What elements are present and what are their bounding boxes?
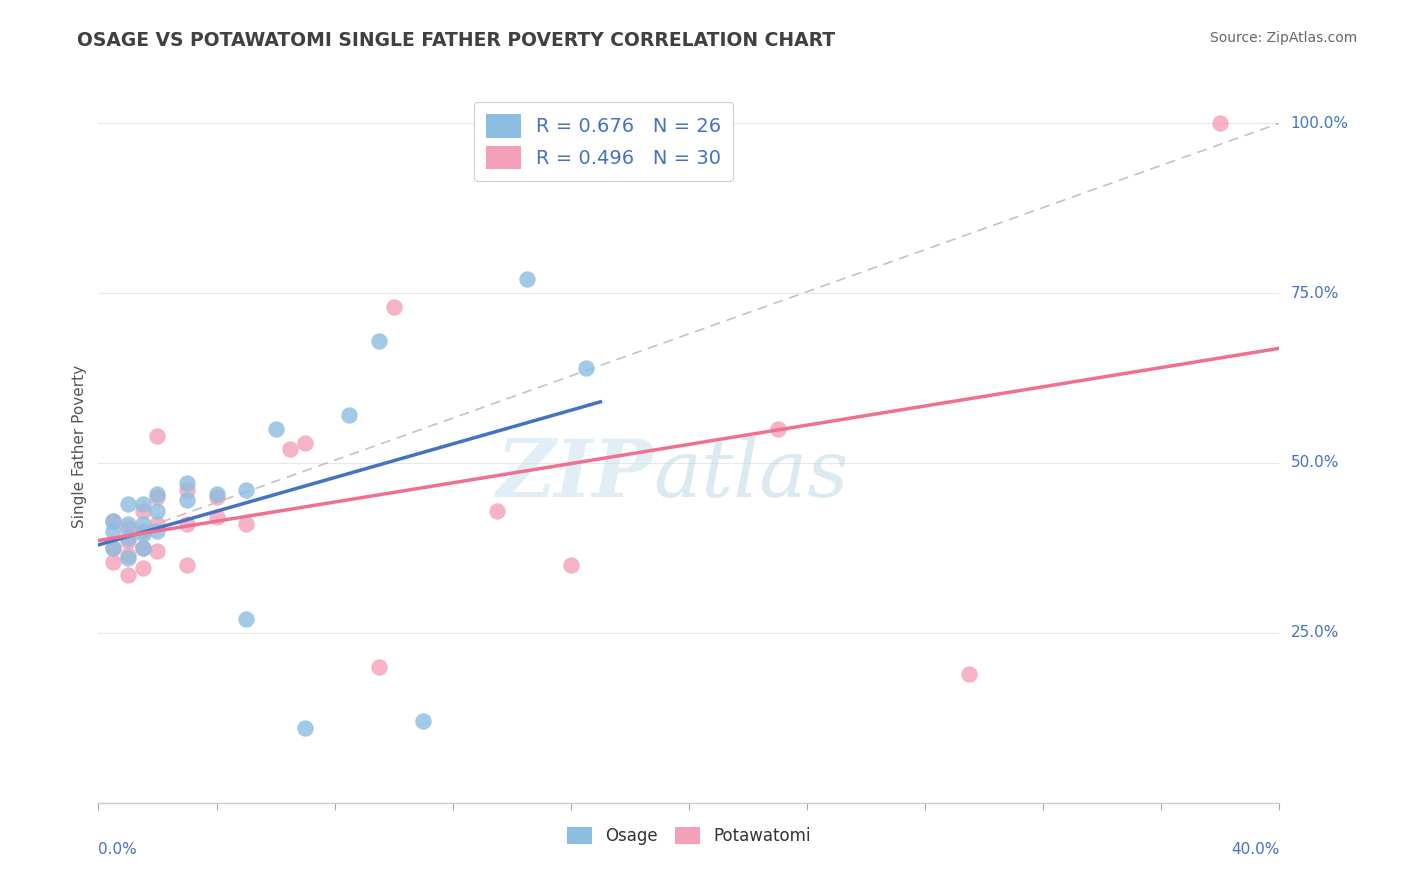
Point xyxy=(575,360,598,375)
Point xyxy=(766,422,789,436)
Point xyxy=(132,527,155,541)
Point xyxy=(176,493,198,508)
Point xyxy=(560,558,582,572)
Point xyxy=(132,561,155,575)
Point xyxy=(132,541,155,555)
Point xyxy=(132,524,155,538)
Point xyxy=(339,409,361,423)
Point xyxy=(117,568,139,582)
Point xyxy=(117,534,139,549)
Text: OSAGE VS POTAWATOMI SINGLE FATHER POVERTY CORRELATION CHART: OSAGE VS POTAWATOMI SINGLE FATHER POVERT… xyxy=(77,31,835,50)
Point xyxy=(146,503,169,517)
Point xyxy=(146,544,169,558)
Text: 40.0%: 40.0% xyxy=(1232,842,1279,856)
Point xyxy=(103,541,125,555)
Point xyxy=(146,517,169,532)
Point xyxy=(117,548,139,562)
Point xyxy=(486,503,509,517)
Text: 0.0%: 0.0% xyxy=(98,842,138,856)
Point xyxy=(235,517,257,532)
Point xyxy=(146,490,169,504)
Point xyxy=(146,524,169,538)
Point xyxy=(368,334,391,348)
Point xyxy=(176,558,198,572)
Point xyxy=(103,524,125,538)
Point xyxy=(103,514,125,528)
Text: 75.0%: 75.0% xyxy=(1291,285,1339,301)
Point xyxy=(132,541,155,555)
Point xyxy=(132,517,155,532)
Text: Source: ZipAtlas.com: Source: ZipAtlas.com xyxy=(1209,31,1357,45)
Point xyxy=(117,497,139,511)
Point xyxy=(294,721,316,735)
Point xyxy=(264,422,287,436)
Point xyxy=(382,300,405,314)
Point xyxy=(176,517,198,532)
Point xyxy=(117,520,139,534)
Point xyxy=(176,483,198,498)
Point xyxy=(132,497,155,511)
Point xyxy=(176,476,198,491)
Point xyxy=(280,442,302,457)
Point xyxy=(103,514,125,528)
Point xyxy=(103,555,125,569)
Point xyxy=(117,517,139,532)
Legend: Osage, Potawatomi: Osage, Potawatomi xyxy=(561,820,817,852)
Y-axis label: Single Father Poverty: Single Father Poverty xyxy=(72,365,87,527)
Point xyxy=(368,660,391,674)
Point xyxy=(146,486,169,500)
Text: 25.0%: 25.0% xyxy=(1291,625,1339,640)
Point xyxy=(516,272,538,286)
Text: atlas: atlas xyxy=(654,436,849,513)
Point xyxy=(205,510,228,524)
Point xyxy=(412,714,434,729)
Point xyxy=(117,551,139,566)
Point xyxy=(235,612,257,626)
Text: 50.0%: 50.0% xyxy=(1291,456,1339,470)
Point xyxy=(1209,116,1232,130)
Text: 100.0%: 100.0% xyxy=(1291,116,1348,131)
Point xyxy=(959,666,981,681)
Point xyxy=(205,486,228,500)
Text: ZIP: ZIP xyxy=(496,436,654,513)
Point xyxy=(235,483,257,498)
Point xyxy=(132,503,155,517)
Point xyxy=(117,531,139,545)
Point xyxy=(103,541,125,555)
Point xyxy=(205,490,228,504)
Point xyxy=(294,435,316,450)
Point xyxy=(146,429,169,443)
